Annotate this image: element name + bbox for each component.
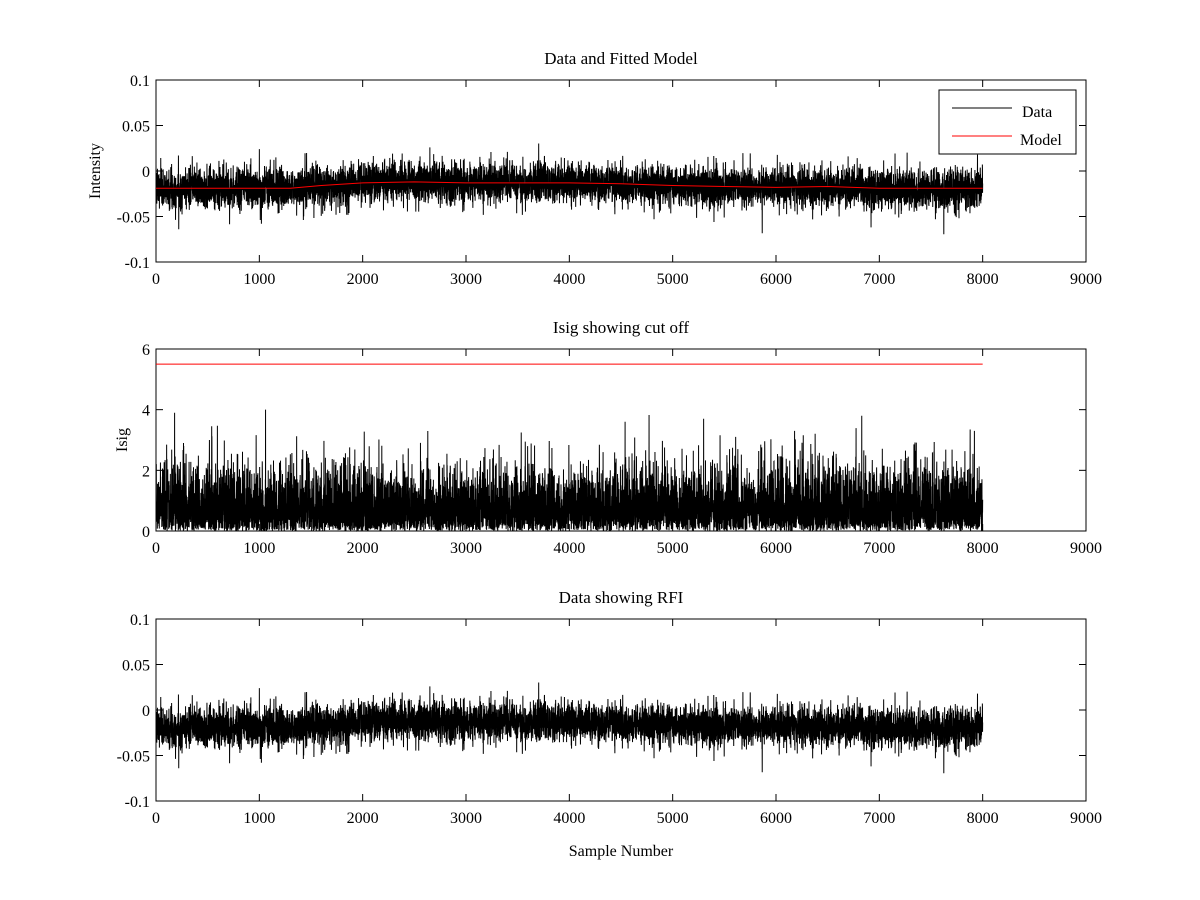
y-tick-label: 4 — [142, 403, 150, 420]
x-tick-label: 5000 — [657, 810, 689, 827]
ticks-3: 0 1000 2000 3000 4000 5000 6000 7000 8000 9000 -0.… — [117, 612, 1102, 827]
y-tick-label: 0.1 — [130, 612, 150, 629]
legend-label-data: Data — [1022, 104, 1052, 121]
x-tick-label: 1000 — [243, 810, 275, 827]
subplot-data-fitted-model: Data and Fitted Model Intensity 0 1000 200… — [87, 49, 1102, 288]
x-tick-label: 9000 — [1070, 271, 1102, 288]
x-tick-label: 8000 — [967, 271, 999, 288]
series-line — [155, 682, 984, 774]
x-tick-label: 2000 — [347, 540, 379, 557]
series-line — [155, 409, 984, 532]
y-tick-label: 0.05 — [122, 658, 150, 675]
x-tick-label: 1000 — [243, 271, 275, 288]
y-tick-label: 0 — [142, 703, 150, 720]
x-tick-label: 4000 — [553, 271, 585, 288]
y-tick-label: 6 — [142, 342, 150, 359]
chart-title-3: Data showing RFI — [559, 588, 684, 607]
x-tick-label: 3000 — [450, 540, 482, 557]
x-tick-label: 5000 — [657, 271, 689, 288]
legend: Data Model — [938, 89, 1077, 155]
x-tick-label: 2000 — [347, 810, 379, 827]
y-axis-label-2: Isig — [114, 428, 131, 452]
y-tick-label: -0.1 — [125, 794, 150, 811]
x-tick-label: 9000 — [1070, 540, 1102, 557]
chart-title-1: Data and Fitted Model — [544, 49, 698, 68]
legend-label-model: Model — [1020, 132, 1062, 149]
series-layer-2 — [155, 363, 984, 532]
x-tick-label: 2000 — [347, 271, 379, 288]
x-tick-label: 0 — [152, 540, 160, 557]
series-layer-1 — [155, 143, 984, 235]
y-tick-label: -0.05 — [117, 210, 150, 227]
x-tick-label: 7000 — [863, 540, 895, 557]
subplot-data-rfi: Data showing RFI Sample Number 0 1000 2000… — [117, 588, 1102, 860]
x-tick-label: 8000 — [967, 540, 999, 557]
subplot-isig-cutoff: Isig showing cut off Isig 0 1000 2000 3000 4… — [114, 318, 1102, 557]
y-tick-label: 0.1 — [130, 73, 150, 90]
y-tick-label: -0.05 — [117, 749, 150, 766]
y-axis-label-1: Intensity — [87, 143, 104, 199]
x-tick-label: 3000 — [450, 271, 482, 288]
series-line-data — [155, 143, 984, 235]
y-tick-label: 0 — [142, 164, 150, 181]
x-tick-label: 9000 — [1070, 810, 1102, 827]
x-tick-label: 0 — [152, 271, 160, 288]
x-tick-label: 6000 — [760, 810, 792, 827]
x-tick-label: 4000 — [553, 810, 585, 827]
series-line-model — [156, 181, 983, 189]
x-tick-label: 1000 — [243, 540, 275, 557]
legend-box — [938, 89, 1077, 155]
y-tick-label: 0 — [142, 524, 150, 541]
x-tick-label: 7000 — [863, 810, 895, 827]
x-tick-label: 6000 — [760, 540, 792, 557]
x-axis-label-3: Sample Number — [569, 843, 674, 860]
x-tick-label: 6000 — [760, 271, 792, 288]
x-tick-label: 8000 — [967, 810, 999, 827]
ticks-2: 0 1000 2000 3000 4000 5000 6000 7000 8000 9000 0 2 4… — [142, 342, 1102, 557]
x-tick-label: 4000 — [553, 540, 585, 557]
x-tick-label: 0 — [152, 810, 160, 827]
y-tick-label: -0.1 — [125, 255, 150, 272]
ticks-1: 0 1000 2000 3000 4000 5000 6000 7000 8000 9000 -0.… — [117, 73, 1102, 288]
x-tick-label: 3000 — [450, 810, 482, 827]
y-tick-label: 0.05 — [122, 119, 150, 136]
chart-title-2: Isig showing cut off — [553, 318, 689, 337]
x-tick-label: 7000 — [863, 271, 895, 288]
y-tick-label: 2 — [142, 463, 150, 480]
x-tick-label: 5000 — [657, 540, 689, 557]
series-layer-3 — [155, 682, 984, 774]
